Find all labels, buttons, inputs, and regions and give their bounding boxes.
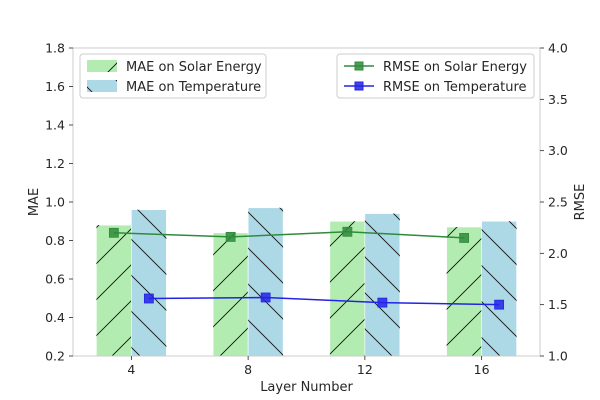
legend-lines-box — [336, 53, 535, 99]
x-tick-label-8: 8 — [244, 362, 252, 377]
left-tick-label-0.4: 0.4 — [45, 310, 65, 325]
left-tick-label-0.6: 0.6 — [45, 272, 65, 287]
legend-swatch-mae-temp-hatch — [87, 80, 117, 92]
bar-layer — [96, 207, 517, 357]
legend-bars: MAE on Solar Energy MAE on Temperature — [79, 53, 267, 99]
line-rmse-solar — [113, 231, 465, 239]
legend-label-rmse-solar: RMSE on Solar Energy — [383, 60, 527, 75]
legend-label-rmse-temp: RMSE on Temperature — [383, 80, 527, 95]
marker-rmse-temp-4 — [143, 293, 154, 304]
marker-rmse-temp-8 — [260, 292, 271, 303]
legend-lines: RMSE on Solar Energy RMSE on Temperature — [336, 53, 535, 99]
legend-swatch-mae-solar-hatch — [87, 60, 117, 72]
bar-hatch-mae-temp-12 — [364, 213, 400, 356]
right-tick-label-3.5: 3.5 — [548, 92, 568, 107]
right-axis-ticks: 1.0 1.5 2.0 2.5 3.0 3.5 4.0 — [540, 41, 568, 364]
right-tick-label-1.0: 1.0 — [548, 349, 568, 364]
left-tick-label-1.0: 1.0 — [45, 195, 65, 210]
left-tick-label-0.2: 0.2 — [45, 349, 65, 364]
left-tick-label-0.8: 0.8 — [45, 233, 65, 248]
right-tick-label-2.0: 2.0 — [548, 246, 568, 261]
bar-hatch-mae-temp-8 — [248, 207, 284, 356]
line-rmse-temp — [148, 296, 500, 306]
legend-marker-rmse-solar — [354, 61, 364, 71]
marker-rmse-temp-12 — [377, 297, 388, 308]
right-tick-label-1.5: 1.5 — [548, 297, 568, 312]
bar-hatch-mae-solar-16 — [446, 227, 482, 356]
legend-label-mae-temp: MAE on Temperature — [126, 80, 261, 95]
left-axis-ticks: 0.2 0.4 0.6 0.8 1.0 1.2 1.4 1.6 1.8 — [45, 41, 73, 364]
bar-hatch-mae-temp-16 — [481, 221, 517, 356]
x-tick-label-12: 12 — [357, 362, 373, 377]
right-tick-label-3.0: 3.0 — [548, 143, 568, 158]
bar-hatch-mae-temp-4 — [131, 209, 167, 356]
marker-rmse-temp-16 — [494, 299, 505, 310]
marker-rmse-solar-12 — [342, 226, 353, 237]
left-tick-label-1.4: 1.4 — [45, 118, 65, 133]
marker-rmse-solar-4 — [108, 227, 119, 238]
left-y-axis-label: MAE — [27, 188, 42, 216]
legend-bars-box — [79, 53, 267, 99]
bar-hatch-mae-solar-4 — [96, 225, 132, 356]
right-tick-label-4.0: 4.0 — [548, 41, 568, 56]
left-tick-label-1.8: 1.8 — [45, 41, 65, 56]
right-y-axis-label: RMSE — [573, 184, 588, 221]
x-axis-ticks: 4 8 12 16 — [127, 356, 490, 377]
bar-hatch-mae-solar-8 — [213, 232, 249, 356]
legend-marker-rmse-temp — [354, 81, 364, 91]
right-tick-label-2.5: 2.5 — [548, 195, 568, 210]
x-axis-label: Layer Number — [260, 380, 353, 395]
bar-hatch-mae-solar-12 — [329, 221, 365, 356]
x-tick-label-4: 4 — [127, 362, 135, 377]
legend-label-mae-solar: MAE on Solar Energy — [126, 60, 262, 75]
x-tick-label-16: 16 — [474, 362, 490, 377]
line-layer — [108, 226, 505, 310]
marker-rmse-solar-16 — [459, 233, 470, 243]
left-tick-label-1.2: 1.2 — [45, 156, 65, 171]
left-tick-label-1.6: 1.6 — [45, 79, 65, 94]
marker-rmse-solar-8 — [225, 232, 236, 242]
